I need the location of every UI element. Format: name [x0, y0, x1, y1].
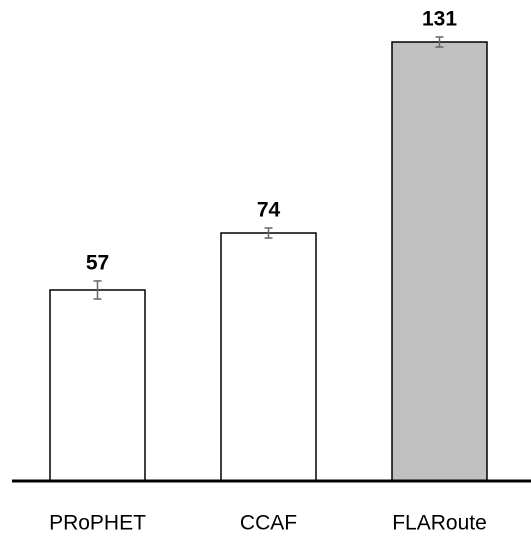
x-tick-label: FLARoute — [392, 512, 487, 535]
value-label: 131 — [422, 8, 457, 31]
value-label: 57 — [86, 251, 109, 274]
x-tick-label: CCAF — [240, 512, 297, 535]
error-bar — [93, 280, 102, 300]
bar — [391, 41, 488, 482]
error-bar — [435, 36, 444, 48]
value-label: 74 — [257, 199, 281, 222]
error-bar — [264, 227, 273, 239]
bar — [49, 289, 146, 482]
bar — [220, 232, 317, 482]
x-tick-label: PRoPHET — [49, 512, 146, 535]
